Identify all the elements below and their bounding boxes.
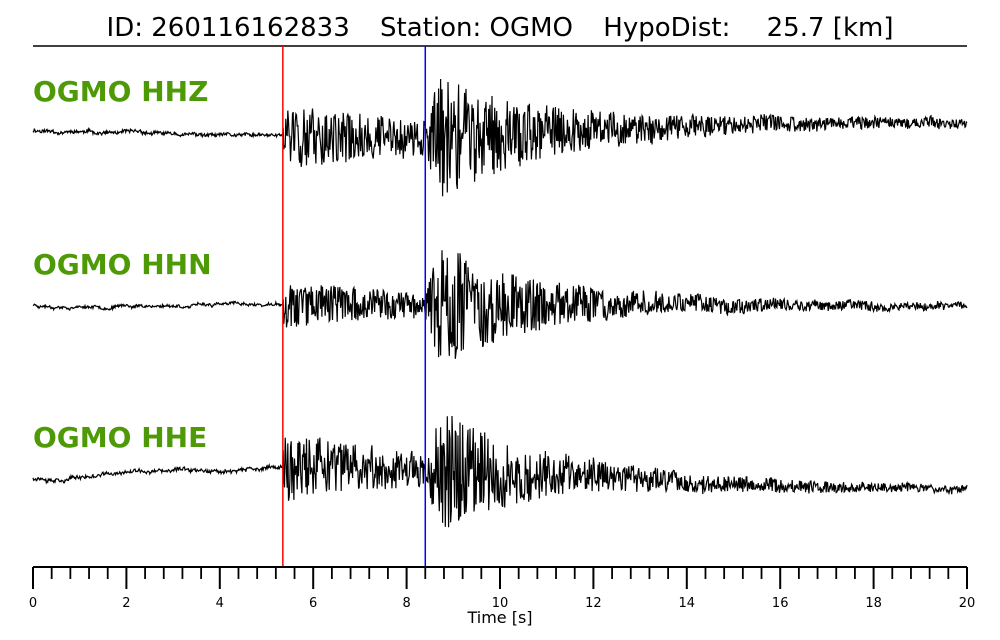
trace-waveform-hhe [32, 415, 968, 528]
id-label: ID: [107, 13, 143, 43]
x-axis-label: Time [s] [466, 608, 532, 627]
hypodist-value: 25.7 [767, 13, 825, 43]
trace-label-hhe: OGMO HHE [33, 421, 207, 454]
trace-panel [32, 78, 968, 528]
trace-waveform-hhz [32, 78, 968, 197]
trace-waveform-hhn [32, 250, 968, 359]
x-tick-label: 12 [585, 596, 602, 611]
trace-label-hhn: OGMO HHN [33, 248, 212, 281]
station-label: Station: [380, 13, 481, 43]
x-tick-label: 18 [865, 596, 882, 611]
x-tick-label: 8 [402, 596, 410, 611]
phase-picks [282, 46, 427, 567]
x-axis: 0 2 4 6 8 10 12 14 16 18 20 [29, 566, 976, 611]
x-tick-label: 16 [772, 596, 789, 611]
x-tick-label: 2 [122, 596, 130, 611]
x-tick-label: 6 [309, 596, 317, 611]
hypodist-label: HypoDist: [603, 13, 730, 43]
trace-label-hhz: OGMO HHZ [33, 75, 208, 108]
x-tick-label: 20 [959, 596, 976, 611]
hypodist-unit: [km] [833, 13, 894, 43]
x-tick-label: 10 [492, 596, 509, 611]
x-tick-label: 0 [29, 596, 37, 611]
x-tick-label: 4 [216, 596, 224, 611]
station-name: OGMO [490, 13, 574, 43]
figure-title: ID: 260116162833 Station: OGMO HypoDist:… [107, 13, 894, 43]
x-tick-label: 14 [679, 596, 696, 611]
event-id: 260116162833 [151, 13, 350, 43]
